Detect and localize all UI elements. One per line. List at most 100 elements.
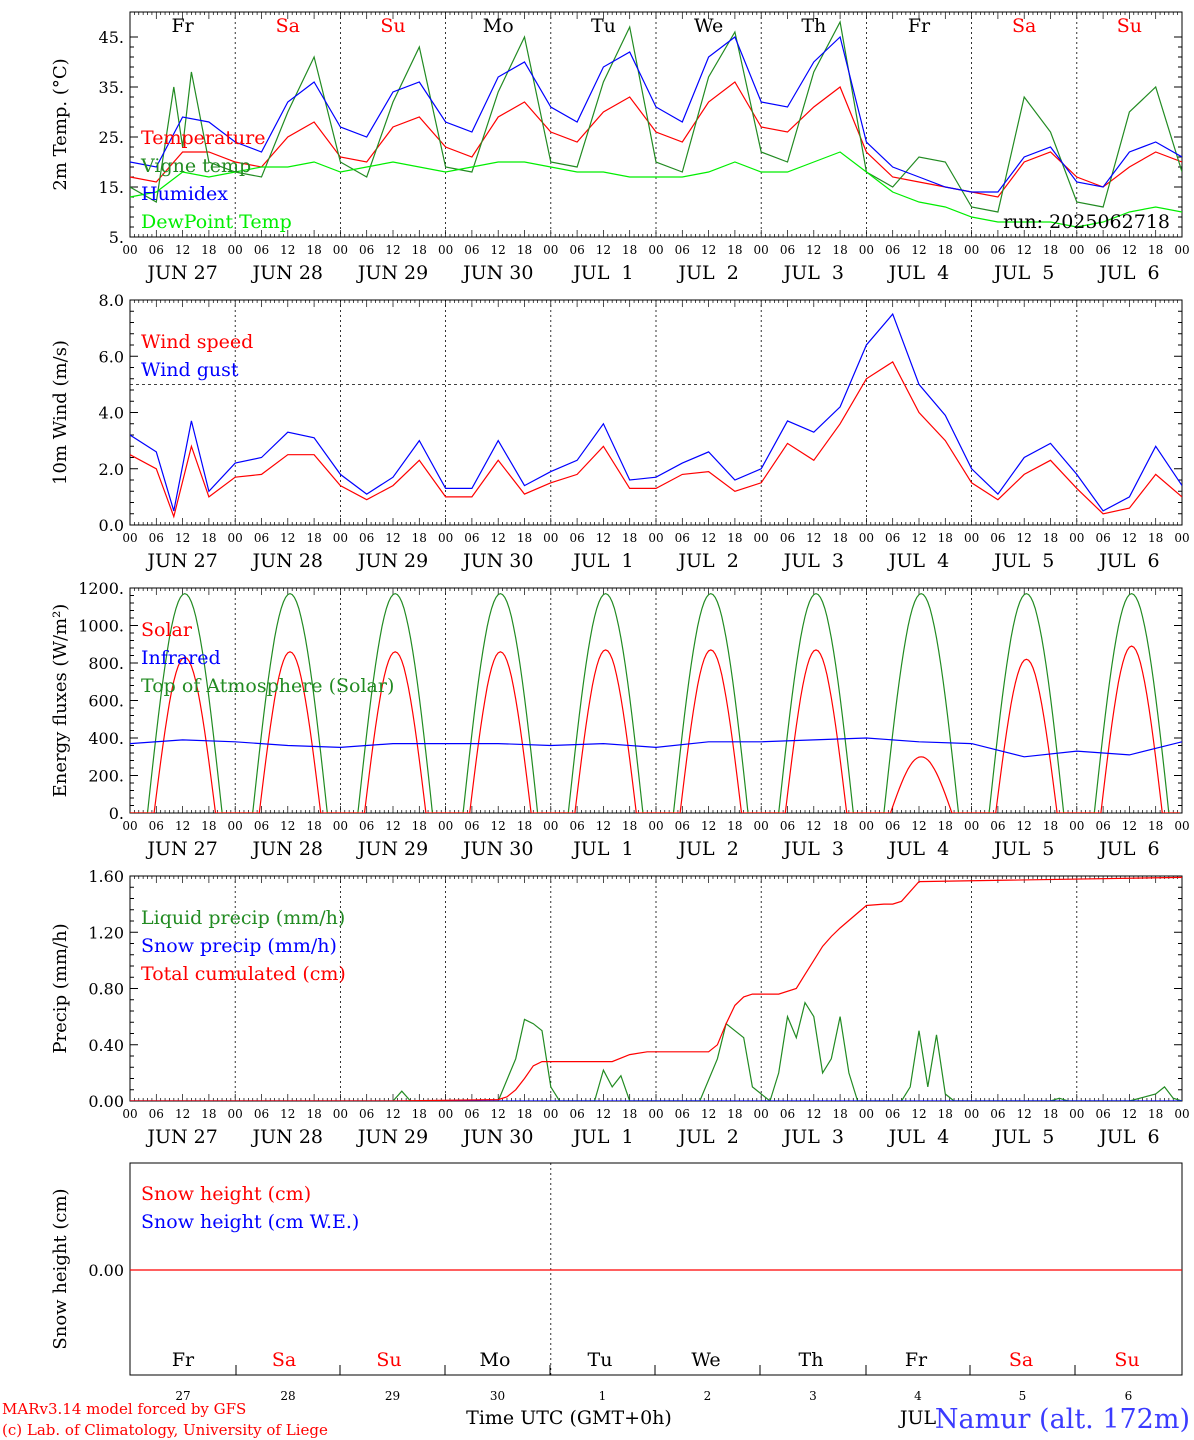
x-hour-label: 06 xyxy=(675,819,690,833)
x-hour-label: 18 xyxy=(622,531,637,545)
day-number-label: 6 xyxy=(1125,1389,1133,1403)
x-hour-label: 00 xyxy=(543,531,558,545)
y-tick-label: 200. xyxy=(88,767,124,786)
y-tick-label: 0.80 xyxy=(88,980,124,999)
x-date-label: JUL 6 xyxy=(1097,550,1159,572)
x-hour-label: 06 xyxy=(149,819,164,833)
x-hour-label: 00 xyxy=(438,243,453,257)
x-date-label: JUL 3 xyxy=(782,550,844,572)
x-hour-label: 18 xyxy=(832,1107,847,1121)
x-hour-label: 12 xyxy=(280,243,295,257)
x-hour-label: 12 xyxy=(175,819,190,833)
x-hour-label: 18 xyxy=(517,819,532,833)
series-line-liquid-precip-mm-h xyxy=(130,1001,1182,1101)
day-number-label: 30 xyxy=(490,1389,505,1403)
x-hour-label: 06 xyxy=(464,531,479,545)
x-hour-label: 12 xyxy=(701,1107,716,1121)
x-hour-label: 18 xyxy=(832,531,847,545)
x-hour-label: 12 xyxy=(1122,531,1137,545)
day-name-label: Mo xyxy=(483,15,514,37)
x-hour-label: 06 xyxy=(359,531,374,545)
day-name-label: Sa xyxy=(272,1349,296,1371)
x-hour-label: 12 xyxy=(596,531,611,545)
legend-item: DewPoint Temp xyxy=(141,211,292,233)
plot-area xyxy=(130,876,1182,1101)
x-hour-label: 00 xyxy=(859,243,874,257)
x-date-label: JUL 3 xyxy=(782,262,844,284)
x-hour-label: 18 xyxy=(412,531,427,545)
x-hour-label: 12 xyxy=(1017,1107,1032,1121)
x-hour-label: 06 xyxy=(464,1107,479,1121)
x-hour-label: 00 xyxy=(1069,819,1084,833)
series-line-solar xyxy=(130,645,1180,813)
x-hour-label: 18 xyxy=(938,819,953,833)
x-hour-label: 06 xyxy=(1095,531,1110,545)
x-hour-label: 12 xyxy=(491,531,506,545)
x-date-label: JUN 29 xyxy=(356,262,428,284)
x-hour-label: 18 xyxy=(1148,819,1163,833)
x-hour-label: 06 xyxy=(990,243,1005,257)
x-hour-label: 12 xyxy=(385,531,400,545)
day-number-label: 5 xyxy=(1019,1389,1027,1403)
legend-item: Liquid precip (mm/h) xyxy=(141,907,345,929)
legend-item: Top of Atmosphere (Solar) xyxy=(141,675,394,697)
x-hour-label: 00 xyxy=(859,1107,874,1121)
credit-line-1: MARv3.14 model forced by GFS xyxy=(2,1400,246,1418)
x-hour-label: 06 xyxy=(254,531,269,545)
chart-panel-2: 00 06 12 18 00 06 12 18 00 06 12 18 00 06 12 18 00 06 12 18… xyxy=(50,291,1190,572)
x-date-label: JUN 28 xyxy=(251,550,323,572)
x-hour-label: 00 xyxy=(648,531,663,545)
y-tick-label: 0.00 xyxy=(88,1092,124,1111)
y-tick-label: 600. xyxy=(88,692,124,711)
day-number-label: 29 xyxy=(385,1389,400,1403)
y-axis-label: Energy fluxes (W/m²) xyxy=(50,604,71,798)
x-hour-label: 00 xyxy=(122,819,137,833)
x-hour-label: 06 xyxy=(149,531,164,545)
x-hour-label: 00 xyxy=(648,243,663,257)
x-date-label: JUN 30 xyxy=(461,838,533,860)
x-hour-label: 18 xyxy=(412,1107,427,1121)
day-name-label: Mo xyxy=(480,1349,511,1371)
x-hour-label: 12 xyxy=(175,1107,190,1121)
x-date-label: JUL 2 xyxy=(676,838,738,860)
legend-item: Temperature xyxy=(141,127,265,149)
x-hour-label: 18 xyxy=(622,243,637,257)
series-line-total-cumulated-cm xyxy=(130,876,1182,1101)
x-hour-label: 06 xyxy=(254,819,269,833)
x-hour-label: 06 xyxy=(780,1107,795,1121)
day-name-label: Sa xyxy=(1012,15,1036,37)
day-number-label: 2 xyxy=(704,1389,712,1403)
x-hour-label: 00 xyxy=(333,243,348,257)
legend-item: Humidex xyxy=(141,183,228,205)
x-hour-label: 18 xyxy=(1043,819,1058,833)
x-date-label: JUL 1 xyxy=(571,550,633,572)
x-hour-label: 12 xyxy=(806,1107,821,1121)
x-date-label: JUL 1 xyxy=(571,838,633,860)
credit-line-2: (c) Lab. of Climatology, University of L… xyxy=(2,1421,328,1439)
x-hour-label: 00 xyxy=(754,531,769,545)
day-name-label: Su xyxy=(1117,15,1142,37)
x-date-label: JUL 3 xyxy=(782,838,844,860)
x-hour-label: 12 xyxy=(280,819,295,833)
x-date-label: JUL 4 xyxy=(887,838,949,860)
y-tick-label: 4.0 xyxy=(99,404,124,423)
x-hour-label: 06 xyxy=(254,1107,269,1121)
x-hour-label: 06 xyxy=(780,243,795,257)
x-hour-label: 00 xyxy=(122,1107,137,1121)
x-date-label: JUL 5 xyxy=(992,838,1054,860)
day-name-label: Su xyxy=(376,1349,401,1371)
x-hour-label: 12 xyxy=(385,819,400,833)
plot-frame xyxy=(129,1162,1183,1376)
x-hour-label: 12 xyxy=(701,819,716,833)
x-date-label: JUN 28 xyxy=(251,1126,323,1148)
x-hour-label: 12 xyxy=(911,1107,926,1121)
day-number-label: 3 xyxy=(809,1389,817,1403)
x-hour-label: 12 xyxy=(1122,819,1137,833)
y-axis-label: 2m Temp. (°C) xyxy=(50,58,71,190)
x-date-label: JUN 30 xyxy=(461,550,533,572)
x-date-label: JUL 2 xyxy=(676,550,738,572)
y-axis-label: Precip (mm/h) xyxy=(50,923,71,1053)
x-hour-label: 06 xyxy=(464,243,479,257)
x-hour-label: 12 xyxy=(596,243,611,257)
y-tick-label: 0.40 xyxy=(88,1036,124,1055)
